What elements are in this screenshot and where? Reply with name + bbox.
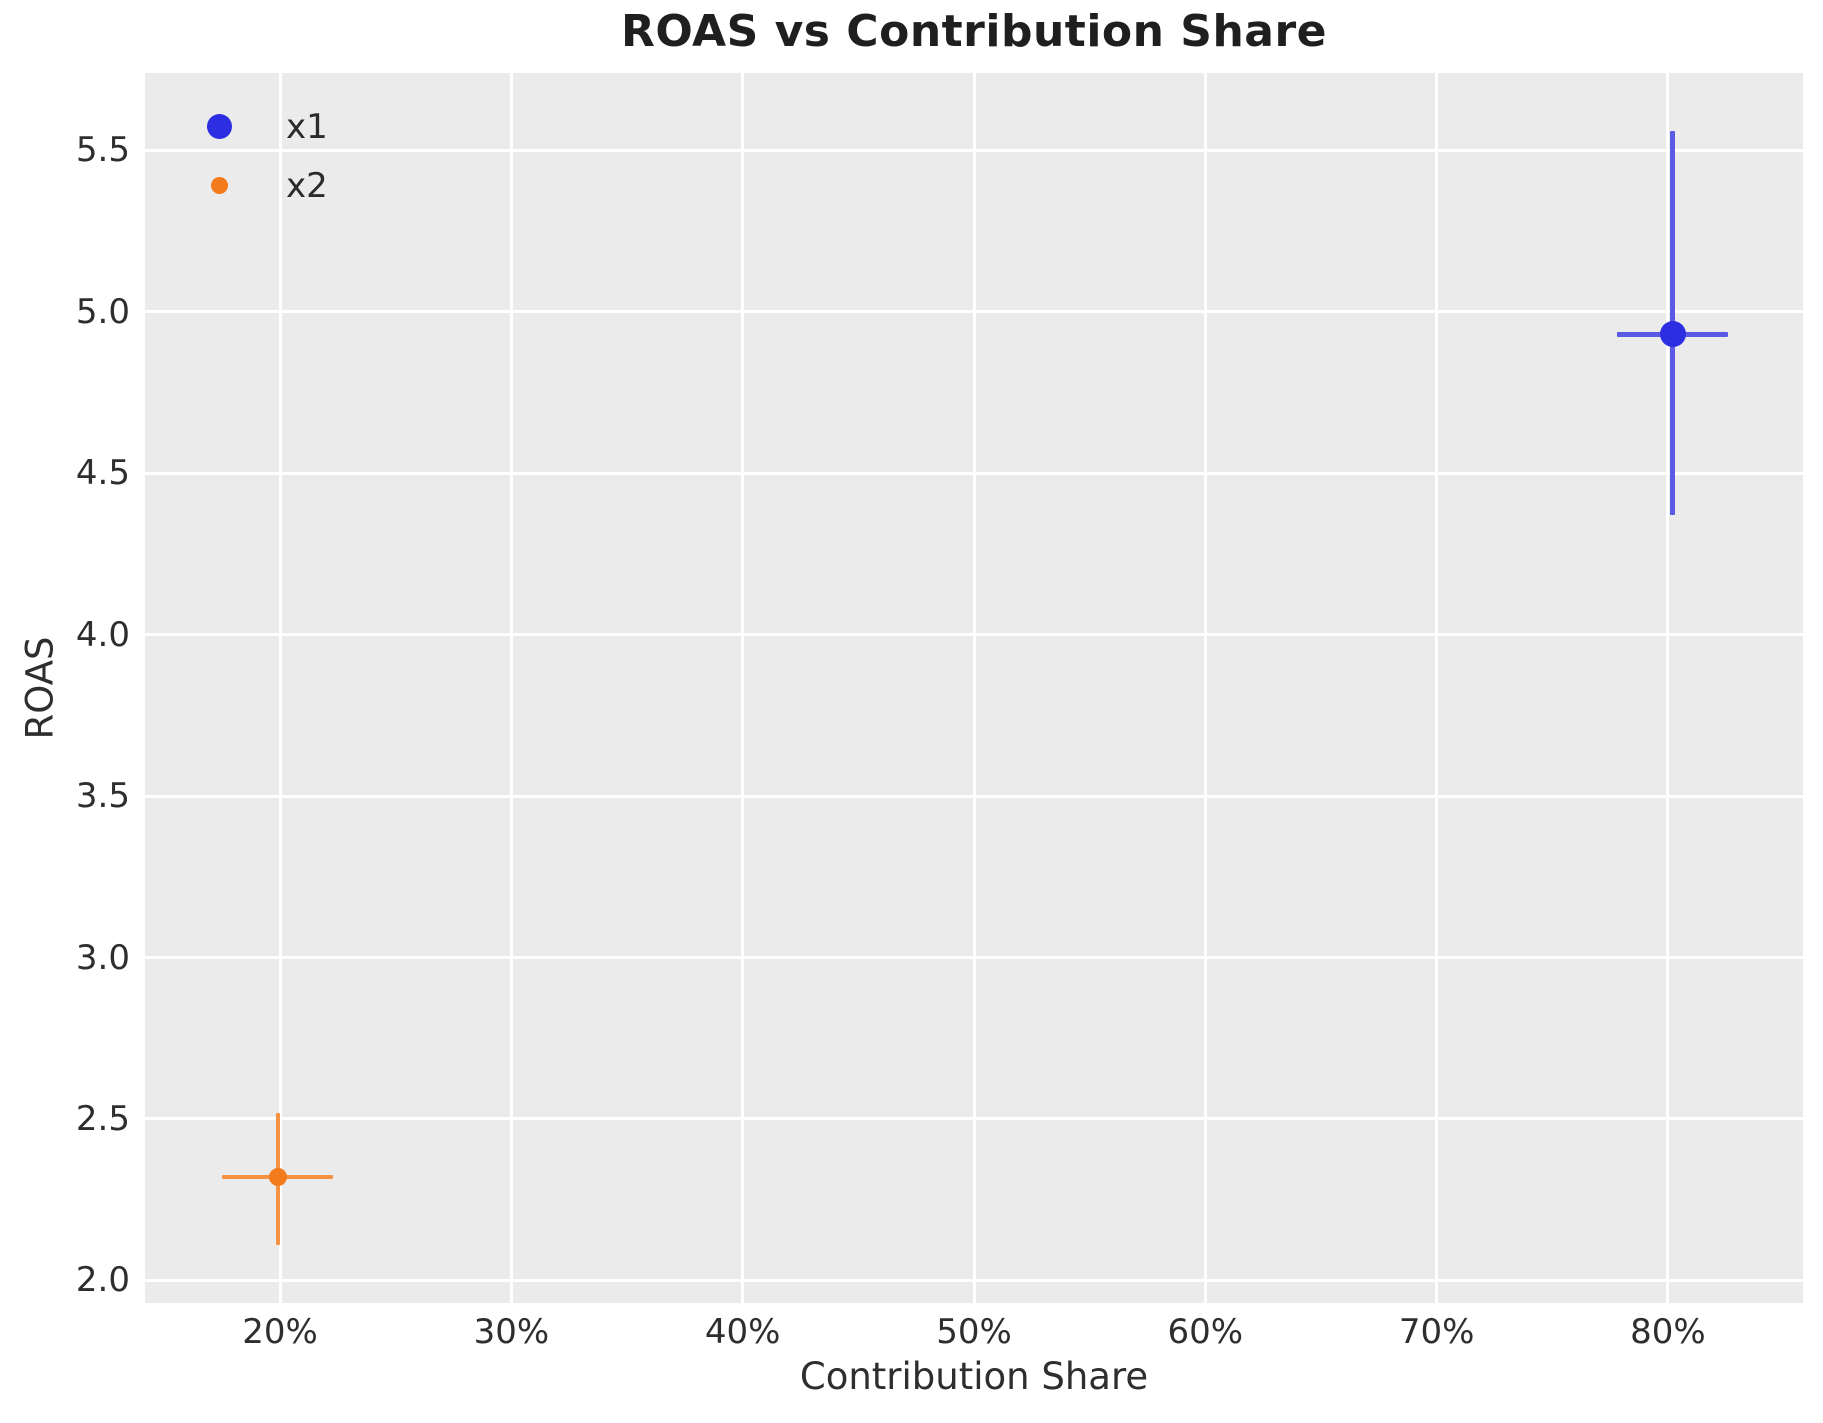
x-tick-label: 20% xyxy=(242,1312,318,1352)
x-tick-label: 50% xyxy=(936,1312,1012,1352)
gridline-horizontal xyxy=(145,1117,1803,1121)
gridline-vertical xyxy=(509,73,513,1303)
legend-dot-x1 xyxy=(206,114,232,139)
y-tick-label: 5.0 xyxy=(75,291,130,332)
y-tick-label: 4.5 xyxy=(75,453,130,494)
legend-item-x1: x1 xyxy=(196,97,328,156)
y-tick-label: 5.5 xyxy=(75,130,130,171)
y-tick-label: 2.0 xyxy=(75,1260,130,1301)
legend-label-x1: x1 xyxy=(286,106,328,147)
gridline-horizontal xyxy=(145,310,1803,314)
gridline-horizontal xyxy=(145,956,1803,960)
legend-label-x2: x2 xyxy=(286,165,328,206)
gridline-horizontal xyxy=(145,633,1803,637)
chart-title: ROAS vs Contribution Share xyxy=(620,6,1328,57)
gridline-vertical xyxy=(741,73,745,1303)
x-tick-label: 80% xyxy=(1630,1312,1706,1352)
gridline-horizontal xyxy=(145,471,1803,475)
gridline-horizontal xyxy=(145,794,1803,798)
y-axis-label: ROAS xyxy=(18,636,62,740)
gridline-vertical xyxy=(278,73,282,1303)
legend-marker-cell xyxy=(196,177,242,194)
legend-marker-cell xyxy=(196,114,242,139)
gridline-vertical xyxy=(1435,73,1439,1303)
gridline-horizontal xyxy=(145,1278,1803,1282)
y-tick-label: 2.5 xyxy=(75,1098,130,1139)
gridline-vertical xyxy=(1203,73,1207,1303)
x-axis-label: Contribution Share xyxy=(799,1355,1149,1398)
x-tick-label: 30% xyxy=(473,1312,550,1352)
legend-item-x2: x2 xyxy=(196,156,328,215)
x-tick-label: 60% xyxy=(1167,1312,1244,1352)
x-tick-label: 40% xyxy=(704,1312,781,1352)
legend: x1 x2 xyxy=(196,97,328,215)
x-tick-label: 70% xyxy=(1398,1312,1475,1352)
gridline-horizontal xyxy=(145,148,1803,152)
y-tick-label: 4.0 xyxy=(75,614,130,655)
legend-dot-x2 xyxy=(210,177,228,194)
gridline-vertical xyxy=(972,73,976,1303)
data-point-x2 xyxy=(268,1168,287,1187)
gridline-vertical xyxy=(1666,73,1670,1303)
data-point-x1 xyxy=(1659,321,1686,348)
y-tick-label: 3.5 xyxy=(75,776,130,817)
plot-area xyxy=(145,73,1803,1303)
y-tick-label: 3.0 xyxy=(75,937,130,978)
